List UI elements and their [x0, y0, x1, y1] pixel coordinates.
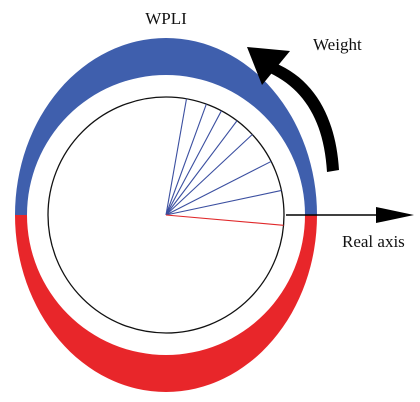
- phase-vectors: [165, 98, 284, 226]
- lower-weight-band: [15, 215, 317, 392]
- wpli-title: WPLI: [145, 9, 187, 28]
- negative-phase-vector-0: [165, 214, 284, 226]
- positive-phase-vector-1: [165, 160, 272, 216]
- real-axis-arrowhead: [376, 207, 414, 223]
- upper-weight-band: [15, 38, 317, 215]
- weight-arrow-head: [247, 47, 290, 85]
- positive-phase-vector-5: [165, 103, 207, 216]
- real-axis-label: Real axis: [342, 232, 405, 251]
- weight-label: Weight: [313, 35, 362, 54]
- real-axis-arrow: [286, 207, 414, 223]
- positive-phase-vector-2: [165, 134, 253, 216]
- weight-arrow: [247, 47, 339, 172]
- positive-phase-vector-4: [165, 110, 222, 216]
- positive-phase-vector-6: [165, 98, 188, 216]
- positive-phase-vector-3: [165, 120, 238, 216]
- weight-arrow-shaft: [270, 63, 339, 172]
- unit-circle: [47, 96, 285, 334]
- positive-phase-vector-0: [165, 189, 282, 216]
